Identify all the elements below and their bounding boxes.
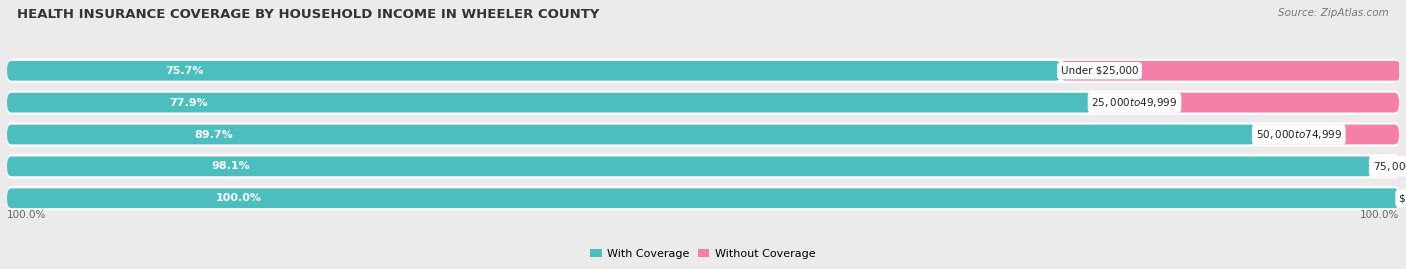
- FancyBboxPatch shape: [7, 61, 1060, 81]
- FancyBboxPatch shape: [1060, 61, 1400, 81]
- FancyBboxPatch shape: [7, 93, 1091, 112]
- Text: 75.7%: 75.7%: [165, 66, 204, 76]
- Text: 77.9%: 77.9%: [170, 98, 208, 108]
- Text: Under $25,000: Under $25,000: [1060, 66, 1139, 76]
- FancyBboxPatch shape: [7, 59, 1399, 83]
- Text: 98.1%: 98.1%: [212, 161, 250, 171]
- Text: 100.0%: 100.0%: [1360, 210, 1399, 220]
- Text: HEALTH INSURANCE COVERAGE BY HOUSEHOLD INCOME IN WHEELER COUNTY: HEALTH INSURANCE COVERAGE BY HOUSEHOLD I…: [17, 8, 599, 21]
- FancyBboxPatch shape: [7, 157, 1372, 176]
- FancyBboxPatch shape: [7, 125, 1256, 144]
- Text: 100.0%: 100.0%: [217, 193, 262, 203]
- FancyBboxPatch shape: [7, 154, 1399, 179]
- Text: Source: ZipAtlas.com: Source: ZipAtlas.com: [1278, 8, 1389, 18]
- FancyBboxPatch shape: [7, 188, 1399, 208]
- Text: $25,000 to $49,999: $25,000 to $49,999: [1091, 96, 1178, 109]
- Legend: With Coverage, Without Coverage: With Coverage, Without Coverage: [586, 244, 820, 263]
- Text: 89.7%: 89.7%: [194, 129, 233, 140]
- FancyBboxPatch shape: [1372, 157, 1399, 176]
- FancyBboxPatch shape: [1256, 125, 1399, 144]
- Text: $75,000 to $99,999: $75,000 to $99,999: [1372, 160, 1406, 173]
- FancyBboxPatch shape: [7, 90, 1399, 115]
- FancyBboxPatch shape: [7, 186, 1399, 210]
- Text: $50,000 to $74,999: $50,000 to $74,999: [1256, 128, 1341, 141]
- FancyBboxPatch shape: [1091, 93, 1399, 112]
- Text: 100.0%: 100.0%: [7, 210, 46, 220]
- FancyBboxPatch shape: [7, 122, 1399, 147]
- Text: $100,000 and over: $100,000 and over: [1399, 193, 1406, 203]
